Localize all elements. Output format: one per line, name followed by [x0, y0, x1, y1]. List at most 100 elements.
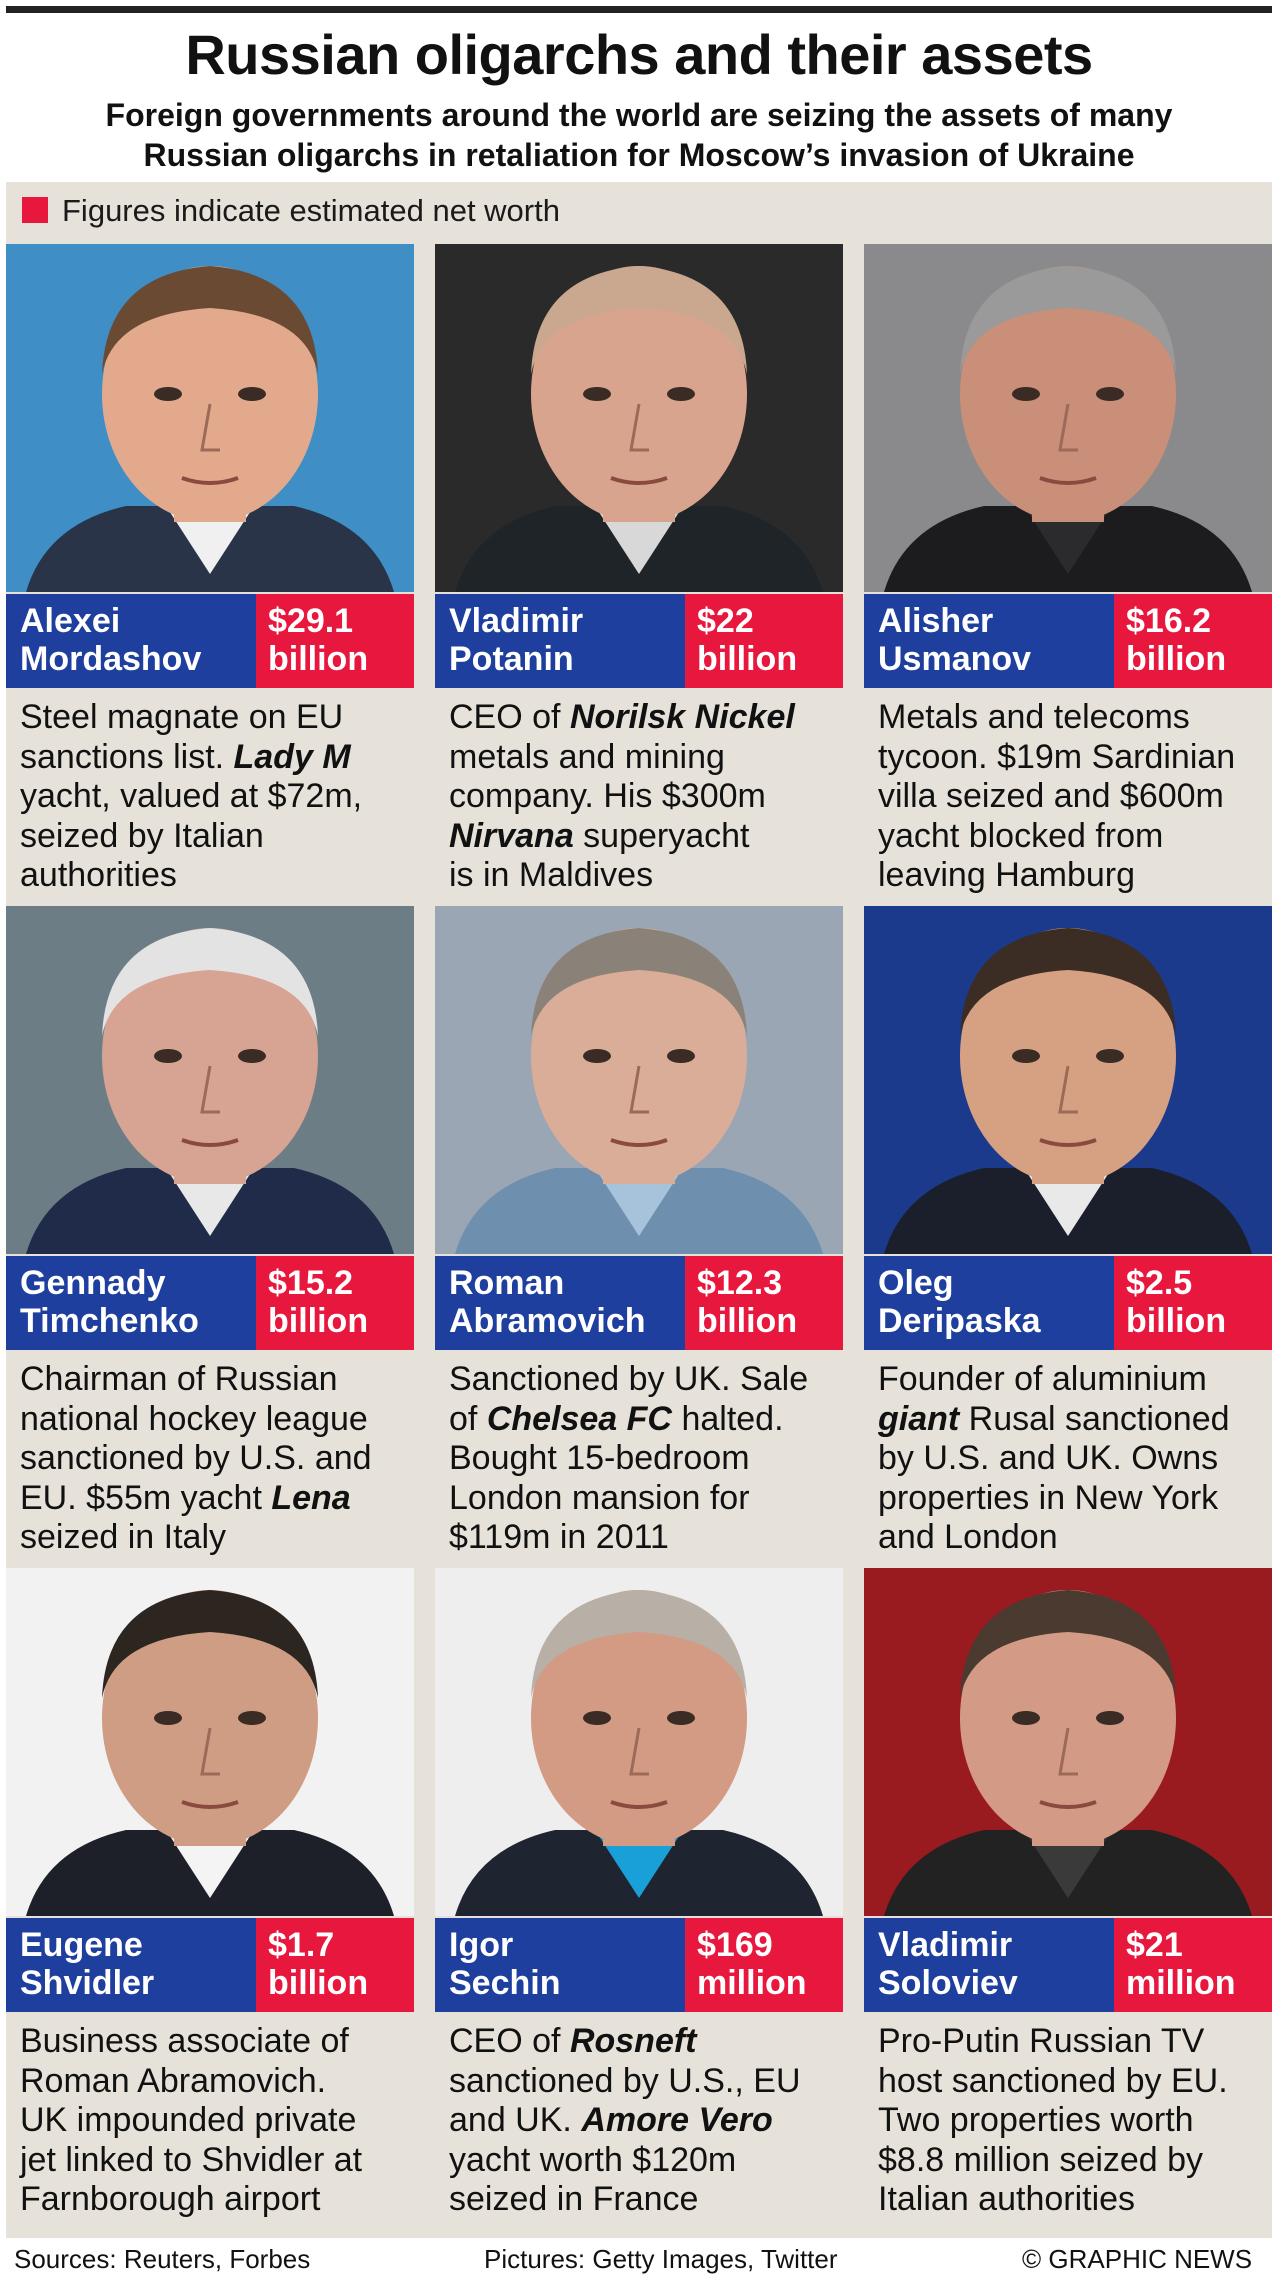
net-worth-box: $16.2 billion [1114, 594, 1272, 688]
portrait-image [435, 1568, 843, 1916]
description-text: seized in Italy [20, 1518, 226, 1556]
description-text: CEO of [449, 2022, 570, 2060]
description-text: metals and mining [449, 737, 725, 776]
net-worth-amount: $12.3 [697, 1264, 783, 1302]
oligarch-card: Igor Sechin $169 million CEO of Rosneft sanct… [435, 1568, 843, 2224]
last-name: Potanin [449, 640, 574, 678]
name-worth-bar: Gennady Timchenko $15.2 billion [6, 1256, 414, 1350]
page-subtitle: Foreign governments around the world are… [30, 95, 1248, 175]
net-worth-amount: $16.2 [1126, 602, 1212, 640]
description: Steel magnate on EU sanctions list. Lady … [20, 698, 414, 896]
net-worth-unit: million [1126, 1964, 1236, 2002]
portrait-photo [864, 1568, 1272, 1916]
description-text: is in Maldives [449, 856, 654, 894]
name-worth-bar: Roman Abramovich $12.3 billion [435, 1256, 843, 1350]
description-text: Sanctioned by UK. Sale [449, 1360, 809, 1398]
name-worth-bar: Igor Sechin $169 million [435, 1918, 843, 2012]
description-text: Business associate of [20, 2022, 349, 2060]
first-name: Vladimir [878, 1926, 1013, 1964]
name-box: Eugene Shvidler [6, 1918, 256, 2012]
net-worth-amount: $22 [697, 602, 754, 640]
net-worth-box: $29.1 billion [256, 594, 414, 688]
first-name: Alisher [878, 602, 994, 640]
description-text: London mansion for [449, 1478, 750, 1517]
description-text: Farnborough airport [20, 2180, 321, 2218]
page-title: Russian oligarchs and their assets [185, 23, 1093, 86]
legend-swatch [22, 197, 48, 223]
name-box: Alexei Mordashov [6, 594, 256, 688]
subtitle-line-2: Russian oligarchs in retaliation for Mos… [143, 137, 1135, 173]
oligarch-card: Alexei Mordashov $29.1 billion Steel magnate… [6, 244, 414, 900]
name-worth-bar: Vladimir Soloviev $21 million [864, 1918, 1272, 2012]
portrait-photo [6, 244, 414, 592]
name-box: Oleg Deripaska [864, 1256, 1114, 1350]
oligarch-card: Oleg Deripaska $2.5 billion Founder of alumi… [864, 906, 1272, 1562]
footer-pictures: Pictures: Getty Images, Twitter [484, 2244, 838, 2274]
name-worth-bar: Alisher Usmanov $16.2 billion [864, 594, 1272, 688]
first-name: Alexei [20, 602, 121, 640]
last-name: Usmanov [878, 640, 1032, 678]
top-rule [6, 6, 1272, 13]
description-highlight: Norilsk Nickel [569, 698, 795, 736]
description-text: Two properties worth [878, 2101, 1194, 2139]
portrait-photo [435, 1568, 843, 1916]
subtitle-line-1: Foreign governments around the world are… [105, 97, 1173, 133]
description-text: leaving Hamburg [878, 856, 1136, 894]
net-worth-box: $2.5 billion [1114, 1256, 1272, 1350]
first-name: Vladimir [449, 602, 584, 640]
description-highlight: giant [878, 1399, 969, 1438]
net-worth-box: $15.2 billion [256, 1256, 414, 1350]
description-text: by U.S. and UK. Owns [878, 1439, 1219, 1477]
net-worth-amount: $15.2 [268, 1264, 354, 1302]
footer-sources: Sources: Reuters, Forbes [14, 2244, 311, 2274]
last-name: Mordashov [20, 640, 202, 678]
oligarch-card: Eugene Shvidler $1.7 billion Business associ… [6, 1568, 414, 2224]
description: Metals and telecoms tycoon. $19m Sardinia… [878, 698, 1272, 896]
name-worth-bar: Eugene Shvidler $1.7 billion [6, 1918, 414, 2012]
net-worth-unit: billion [1126, 640, 1227, 678]
description-text: Steel magnate on EU [20, 698, 344, 736]
net-worth-box: $1.7 billion [256, 1918, 414, 2012]
description-text: superyacht [573, 816, 750, 855]
net-worth-amount: $21 [1126, 1926, 1183, 1964]
portrait-photo [864, 244, 1272, 592]
net-worth-unit: billion [1126, 1302, 1227, 1340]
description-text: and London [878, 1518, 1058, 1556]
net-worth-unit: billion [697, 1302, 798, 1340]
description: Sanctioned by UK. Sale of Chelsea FC halt… [449, 1360, 843, 1558]
net-worth-amount: $2.5 [1126, 1264, 1193, 1302]
description-text: $8.8 million seized by [878, 2140, 1204, 2179]
description-text: properties in New York [878, 1478, 1219, 1517]
description: Business associate of Roman Abramovich. UK… [20, 2022, 414, 2220]
portrait-image [435, 244, 843, 592]
net-worth-amount: $29.1 [268, 602, 354, 640]
description-text: villa seized and $600m [878, 777, 1224, 815]
description: Chairman of Russian national hockey leagu… [20, 1360, 414, 1558]
description-text: sanctioned [1055, 1399, 1230, 1438]
first-name: Eugene [20, 1926, 143, 1964]
net-worth-box: $169 million [685, 1918, 843, 2012]
name-box: Igor Sechin [435, 1918, 685, 2012]
name-box: Alisher Usmanov [864, 594, 1114, 688]
description-text: seized in France [449, 2180, 699, 2218]
description-highlight: Lena [271, 1478, 351, 1517]
net-worth-unit: billion [697, 640, 798, 678]
description-text: EU. $55m yacht [20, 1478, 272, 1517]
description: CEO of Rosneft sanctioned by U.S., EU and … [449, 2022, 843, 2220]
portrait-image [864, 1568, 1272, 1916]
description-text: sanctioned by U.S., EU [449, 2061, 801, 2100]
description: CEO of Norilsk Nickel metals and mining co… [449, 698, 843, 896]
portrait-image [864, 906, 1272, 1254]
description-text: $119m in 2011 [449, 1518, 669, 1556]
description-text: Metals and telecoms [878, 698, 1190, 736]
oligarch-card: Vladimir Potanin $22 billion CEO of Norilsk … [435, 244, 843, 900]
description-text: host sanctioned by EU. [878, 2061, 1228, 2100]
description-text: national hockey league [20, 1399, 368, 1438]
last-name: Abramovich [449, 1302, 646, 1340]
description-text: yacht worth $120m [449, 2140, 737, 2179]
footer-credit: © GRAPHIC NEWS [1022, 2244, 1253, 2274]
portrait-image [864, 244, 1272, 592]
portrait-image [6, 906, 414, 1254]
description-text: halted. [672, 1399, 784, 1438]
net-worth-unit: billion [268, 1964, 369, 2002]
